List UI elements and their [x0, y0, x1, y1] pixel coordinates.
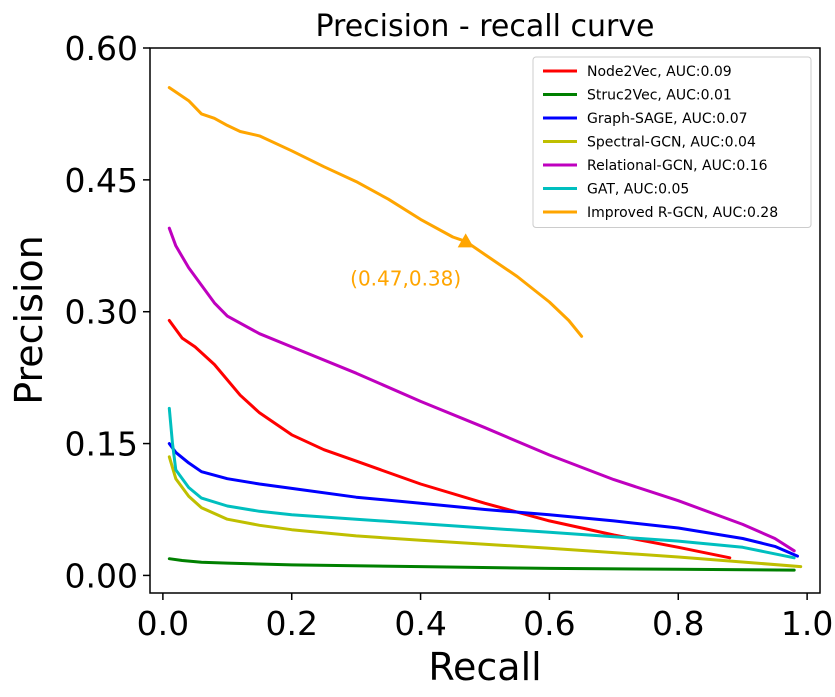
series-line-0	[167, 319, 732, 560]
y-tick-label: 0.60	[65, 29, 138, 68]
series-line-2	[167, 442, 799, 558]
y-tick-label: 0.30	[65, 293, 138, 332]
ticks-layer: 0.0 0.2 0.4 0.6 0.8 1.0 0.00 0.15 0.30 0.45 0.60	[65, 29, 834, 643]
chart-title: Precision - recall curve	[315, 9, 654, 44]
legend-label-0: Node2Vec, AUC:0.09	[587, 64, 732, 80]
legend-label-6: Improved R-GCN, AUC:0.28	[587, 205, 778, 221]
legend-box	[532, 56, 812, 228]
legend-label-1: Struc2Vec, AUC:0.01	[587, 88, 732, 104]
series-line-1	[167, 557, 796, 572]
legend-label-4: Relational-GCN, AUC:0.16	[587, 158, 768, 174]
series-line-3	[167, 455, 803, 569]
annotation-label-0: (0.47,0.38)	[350, 266, 461, 290]
series-line-6	[167, 86, 584, 338]
x-tick-label: 0.8	[652, 604, 704, 643]
x-tick-label: 0.6	[523, 604, 575, 643]
x-axis-label: Recall	[428, 645, 541, 689]
annotation-marker-0	[457, 233, 474, 248]
series-line-5	[167, 406, 796, 560]
series-layer	[167, 86, 803, 572]
y-tick-label: 0.45	[65, 161, 138, 200]
x-tick-label: 0.4	[394, 604, 446, 643]
series-line-4	[167, 226, 796, 553]
x-tick-label: 0.2	[265, 604, 317, 643]
legend-label-2: Graph-SAGE, AUC:0.07	[587, 111, 748, 127]
y-tick-label: 0.00	[65, 556, 138, 595]
x-tick-label: 1.0	[781, 604, 833, 643]
plot-area	[149, 47, 821, 594]
legend-label-3: Spectral-GCN, AUC:0.04	[587, 135, 756, 151]
x-tick-label: 0.0	[137, 604, 189, 643]
annotation-layer: (0.47,0.38)	[350, 233, 474, 290]
legend-label-5: GAT, AUC:0.05	[587, 182, 689, 198]
y-tick-label: 0.15	[65, 425, 138, 464]
legend: Node2Vec, AUC:0.09 Struc2Vec, AUC:0.01 Gra…	[532, 56, 812, 228]
plot-border	[149, 47, 821, 594]
y-axis-label: Precision	[7, 235, 51, 405]
